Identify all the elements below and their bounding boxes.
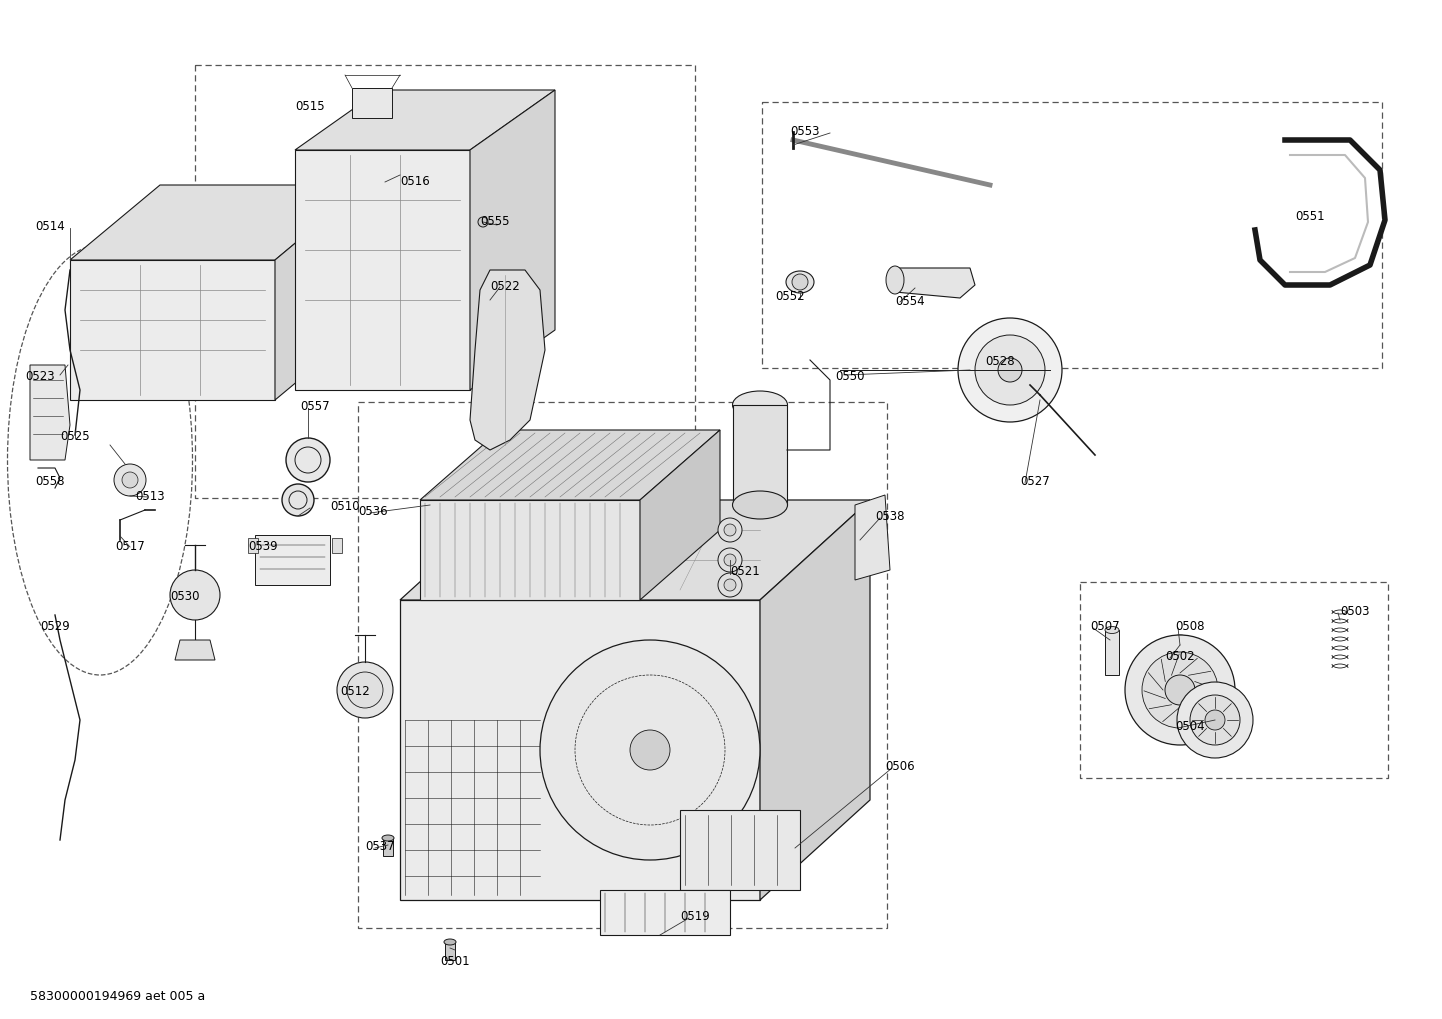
Text: 0521: 0521 bbox=[730, 565, 760, 578]
Text: 0538: 0538 bbox=[875, 510, 904, 523]
Circle shape bbox=[283, 484, 314, 516]
Text: 0517: 0517 bbox=[115, 540, 144, 553]
Text: 0503: 0503 bbox=[1340, 605, 1370, 618]
Text: 0510: 0510 bbox=[330, 500, 359, 513]
Text: 0522: 0522 bbox=[490, 280, 519, 293]
Text: 0558: 0558 bbox=[35, 475, 65, 488]
Ellipse shape bbox=[885, 266, 904, 294]
Text: 0519: 0519 bbox=[681, 910, 709, 923]
Bar bbox=[681, 810, 800, 890]
Polygon shape bbox=[895, 268, 975, 298]
Polygon shape bbox=[399, 600, 760, 900]
Circle shape bbox=[957, 318, 1061, 422]
Circle shape bbox=[286, 438, 330, 482]
Text: 0536: 0536 bbox=[358, 505, 388, 518]
Bar bbox=[600, 890, 730, 935]
Circle shape bbox=[718, 548, 743, 572]
Circle shape bbox=[1206, 710, 1226, 730]
Circle shape bbox=[724, 554, 735, 566]
Circle shape bbox=[998, 358, 1022, 382]
Text: 0557: 0557 bbox=[300, 400, 330, 413]
Text: 0523: 0523 bbox=[25, 370, 55, 383]
Text: 0527: 0527 bbox=[1019, 475, 1050, 488]
Ellipse shape bbox=[786, 271, 813, 293]
Text: 0512: 0512 bbox=[340, 685, 369, 698]
Polygon shape bbox=[470, 270, 545, 450]
Text: 0501: 0501 bbox=[440, 955, 470, 968]
Bar bbox=[352, 88, 392, 118]
Polygon shape bbox=[296, 90, 555, 150]
Circle shape bbox=[1142, 652, 1218, 728]
Circle shape bbox=[348, 672, 384, 708]
Polygon shape bbox=[760, 500, 870, 900]
Bar bbox=[332, 538, 342, 553]
Polygon shape bbox=[399, 500, 870, 600]
Bar bbox=[255, 535, 330, 585]
Circle shape bbox=[792, 274, 808, 290]
Ellipse shape bbox=[733, 491, 787, 519]
Text: 0504: 0504 bbox=[1175, 720, 1204, 733]
Text: 0553: 0553 bbox=[790, 125, 819, 138]
Polygon shape bbox=[275, 185, 365, 400]
Ellipse shape bbox=[444, 938, 456, 945]
Circle shape bbox=[1125, 635, 1234, 745]
Text: 0550: 0550 bbox=[835, 370, 865, 383]
Polygon shape bbox=[640, 430, 720, 600]
Ellipse shape bbox=[382, 835, 394, 841]
Text: 0551: 0551 bbox=[1295, 210, 1325, 223]
Text: 0515: 0515 bbox=[296, 100, 324, 113]
Text: 0506: 0506 bbox=[885, 760, 914, 773]
Text: 0513: 0513 bbox=[136, 490, 164, 503]
Polygon shape bbox=[420, 430, 720, 500]
Circle shape bbox=[337, 662, 394, 718]
Bar bbox=[248, 538, 258, 553]
Circle shape bbox=[1165, 675, 1195, 705]
Polygon shape bbox=[30, 365, 71, 460]
Polygon shape bbox=[71, 260, 275, 400]
Polygon shape bbox=[733, 405, 787, 505]
Ellipse shape bbox=[733, 391, 787, 419]
Circle shape bbox=[724, 579, 735, 591]
Polygon shape bbox=[470, 90, 555, 390]
Text: 0516: 0516 bbox=[399, 175, 430, 187]
Polygon shape bbox=[71, 185, 365, 260]
Text: 0528: 0528 bbox=[985, 355, 1015, 368]
Circle shape bbox=[539, 640, 760, 860]
Circle shape bbox=[718, 518, 743, 542]
Circle shape bbox=[630, 730, 671, 770]
Text: 0552: 0552 bbox=[774, 290, 805, 303]
Text: 0507: 0507 bbox=[1090, 620, 1119, 633]
Bar bbox=[1105, 630, 1119, 675]
Circle shape bbox=[123, 472, 138, 488]
Text: 0508: 0508 bbox=[1175, 620, 1204, 633]
Polygon shape bbox=[420, 500, 640, 600]
Text: 0555: 0555 bbox=[480, 215, 509, 228]
Text: 0539: 0539 bbox=[248, 540, 278, 553]
Polygon shape bbox=[855, 495, 890, 580]
Text: 0537: 0537 bbox=[365, 840, 395, 853]
Circle shape bbox=[1177, 682, 1253, 758]
Bar bbox=[384, 838, 394, 856]
Circle shape bbox=[975, 335, 1045, 405]
Polygon shape bbox=[174, 640, 215, 660]
Circle shape bbox=[718, 573, 743, 597]
Text: 58300000194969 aet 005 a: 58300000194969 aet 005 a bbox=[30, 990, 205, 1003]
Circle shape bbox=[114, 464, 146, 496]
Circle shape bbox=[724, 524, 735, 536]
Polygon shape bbox=[296, 150, 470, 390]
Text: 0530: 0530 bbox=[170, 590, 199, 603]
Text: 0525: 0525 bbox=[61, 430, 89, 443]
Ellipse shape bbox=[1105, 627, 1119, 634]
Text: 0502: 0502 bbox=[1165, 650, 1194, 663]
Bar bbox=[446, 942, 456, 960]
Text: 0554: 0554 bbox=[895, 294, 924, 308]
Circle shape bbox=[477, 217, 487, 227]
Text: 0514: 0514 bbox=[35, 220, 65, 233]
Text: 0529: 0529 bbox=[40, 620, 69, 633]
Circle shape bbox=[1190, 695, 1240, 745]
Circle shape bbox=[170, 570, 221, 620]
